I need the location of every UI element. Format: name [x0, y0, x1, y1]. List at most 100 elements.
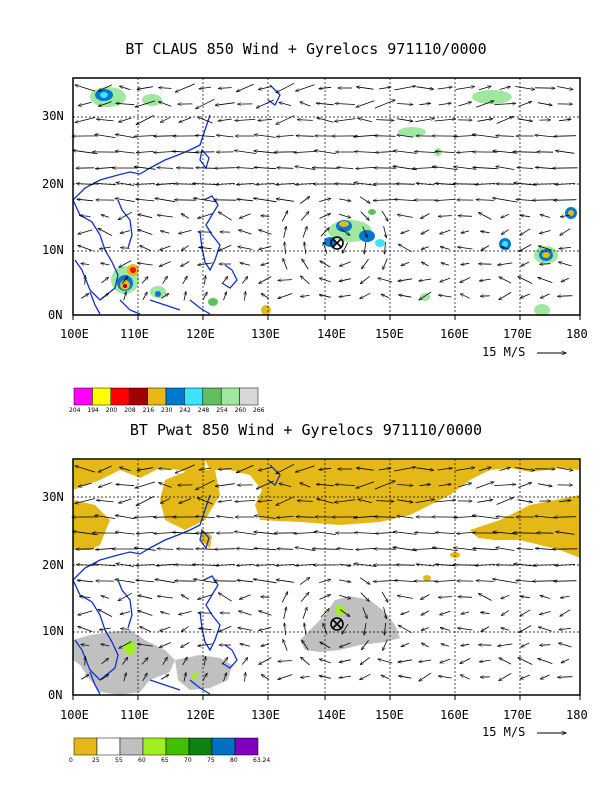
wind-vector: [441, 644, 450, 647]
wind-vector: [283, 226, 287, 238]
wind-vector: [258, 467, 272, 471]
wind-vector: [538, 658, 553, 664]
wind-vector: [475, 482, 494, 489]
wind-vector: [362, 226, 368, 238]
wind-vector: [160, 117, 170, 123]
wind-vector: [115, 515, 135, 520]
wind-vector: [499, 672, 512, 680]
wind-vector: [375, 152, 395, 153]
wind-vector: [101, 658, 109, 665]
colorbar-swatch: [147, 387, 167, 406]
wind-vector: [218, 499, 232, 502]
wind-vector: [373, 200, 397, 201]
wind-vector: [319, 659, 331, 664]
wind-vector: [339, 213, 351, 217]
wind-vector: [498, 262, 513, 265]
wind-vector: [478, 467, 491, 472]
wind-vector: [215, 549, 236, 550]
wind-vector: [475, 183, 496, 184]
wind-vector: [472, 134, 498, 138]
wind-vector: [540, 264, 551, 265]
wind-vector: [461, 231, 470, 233]
wind-vector: [339, 261, 351, 266]
wind-vector: [501, 628, 510, 631]
wind-vector: [415, 499, 435, 503]
wind-vector: [101, 277, 109, 284]
wind-vector: [216, 183, 235, 184]
panel1-gyre-location-marker: [330, 236, 344, 250]
panel1-xlabel-160e: 160E: [440, 327, 469, 341]
wind-vector: [421, 643, 429, 648]
wind-vector: [80, 216, 91, 217]
wind-vector: [473, 167, 498, 168]
wind-vector: [501, 247, 510, 250]
wind-vector: [254, 548, 277, 549]
colorbar-tick-label: 260: [234, 407, 247, 414]
panel1-cloud-shading: [90, 87, 577, 316]
wind-vector: [479, 660, 491, 662]
wind-vector: [374, 481, 395, 490]
wind-vector: [453, 184, 478, 185]
wind-vector: [202, 292, 207, 301]
wind-vector: [360, 275, 370, 283]
wind-vector: [437, 87, 453, 90]
wind-vector: [295, 166, 316, 170]
wind-vector: [312, 168, 338, 169]
wind-vector: [134, 167, 156, 170]
wind-vector: [364, 623, 367, 635]
panel1-xlabel-150e: 150E: [375, 327, 404, 341]
wind-vector: [515, 467, 534, 471]
wind-vector: [77, 199, 94, 201]
wind-vector: [121, 629, 130, 630]
wind-vector: [397, 118, 413, 122]
panel2-xlabel-130e: 130E: [251, 708, 280, 722]
wind-vector: [360, 657, 371, 664]
wind-vector: [240, 263, 251, 266]
panel2-axis-ticks: [72, 695, 581, 700]
wind-vector: [412, 167, 438, 168]
wind-vector: [101, 263, 110, 265]
wind-vector: [198, 594, 213, 600]
wind-vector: [394, 532, 417, 535]
wind-vector: [539, 611, 551, 615]
wind-vector: [276, 183, 295, 184]
wind-vector: [115, 198, 135, 202]
wind-vector: [534, 184, 557, 185]
wind-vector: [458, 247, 473, 250]
wind-vector: [276, 463, 295, 473]
wind-vector: [538, 627, 552, 632]
wind-vector: [101, 644, 110, 646]
wind-vector: [421, 229, 430, 234]
wind-vector: [238, 247, 253, 250]
wind-vector: [421, 246, 429, 250]
wind-vector: [261, 675, 270, 680]
wind-vector: [359, 196, 370, 203]
wind-vector: [319, 278, 331, 283]
wind-vector: [302, 640, 309, 651]
wind-vector: [123, 673, 127, 682]
wind-vector: [278, 293, 293, 299]
panel2-pwat-shading: [73, 460, 580, 695]
wind-vector: [496, 167, 515, 170]
wind-vector: [475, 101, 494, 108]
wind-vector: [498, 643, 513, 646]
wind-vector: [339, 564, 351, 566]
wind-vector: [438, 597, 452, 598]
wind-vector: [198, 643, 213, 646]
wind-vector: [197, 498, 213, 505]
wind-vector: [383, 258, 388, 270]
wind-vector: [477, 119, 492, 122]
wind-vector: [538, 277, 553, 283]
wind-vector: [519, 244, 532, 252]
wind-vector: [302, 226, 307, 238]
wind-vector: [258, 501, 273, 502]
wind-vector: [258, 86, 272, 90]
wind-vector: [284, 623, 285, 636]
wind-vector: [276, 564, 295, 565]
panel2-ylabel-0n: 0N: [48, 688, 63, 702]
wind-vector: [256, 99, 274, 108]
wind-vector: [172, 151, 198, 152]
wind-vector: [218, 469, 232, 470]
wind-vector: [205, 657, 206, 666]
wind-vector: [101, 215, 110, 218]
